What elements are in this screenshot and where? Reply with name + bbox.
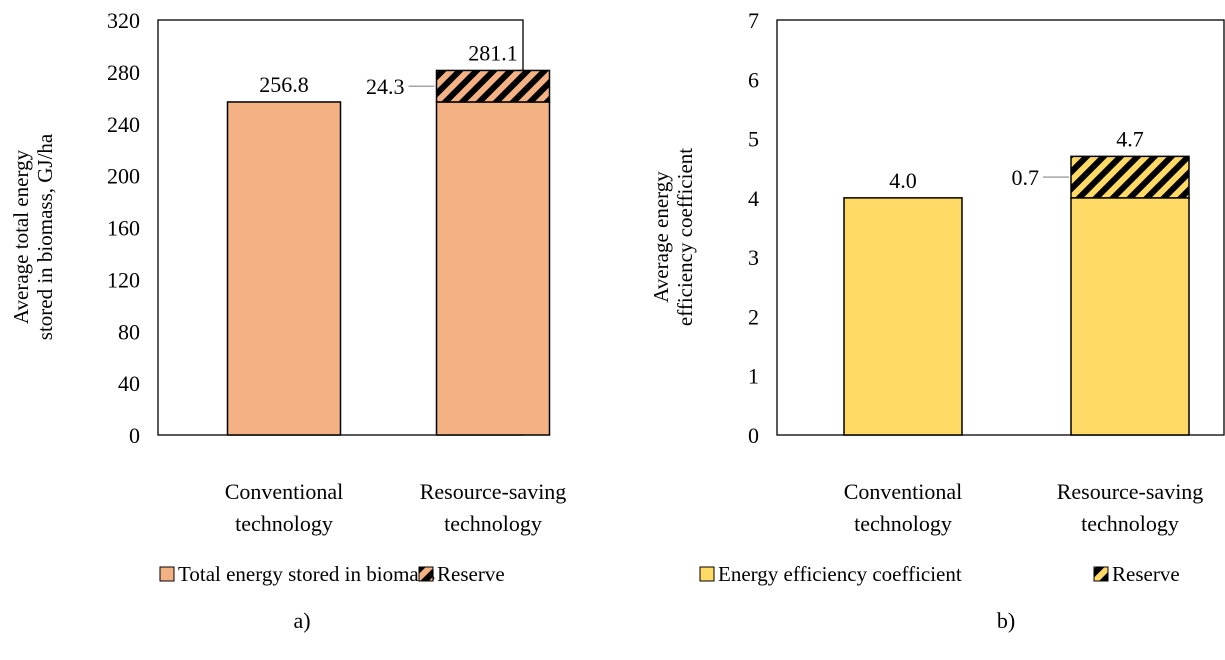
y-axis-title-line: stored in biomass, GJ/ha: [33, 133, 57, 340]
y-tick-label: 2: [748, 304, 759, 329]
y-tick-label: 0: [748, 423, 759, 448]
y-tick-label: 6: [748, 67, 759, 92]
x-category-label: Conventional: [844, 479, 963, 504]
y-tick-label: 3: [748, 245, 759, 270]
legend-swatch-1: [1093, 566, 1109, 582]
x-category-label: technology: [1081, 511, 1179, 536]
y-axis-title-line: Average energy: [649, 171, 673, 303]
panel-label: b): [997, 608, 1015, 633]
y-tick-label: 7: [748, 8, 759, 33]
x-category-label: technology: [444, 511, 542, 536]
y-tick-label: 1: [748, 364, 759, 389]
panel-label: a): [293, 608, 310, 633]
bar-base-0: [843, 197, 963, 436]
bar-reserve-1: [1070, 155, 1190, 199]
legend-label-1: Reserve: [437, 562, 505, 586]
y-tick-label: 80: [118, 319, 140, 344]
legend-swatch-1: [418, 566, 434, 582]
x-category-label: Resource-saving: [1057, 479, 1204, 504]
y-tick-label: 280: [107, 60, 140, 85]
x-category-label: Conventional: [225, 479, 344, 504]
total-value-label: 4.0: [889, 168, 917, 193]
y-tick-label: 120: [107, 267, 140, 292]
x-category-label: technology: [235, 511, 333, 536]
y-axis-title-line: efficiency coefficient: [673, 148, 697, 326]
legend-swatch-0: [699, 566, 715, 582]
y-tick-label: 5: [748, 127, 759, 152]
bar-base-1: [435, 101, 551, 436]
reserve-value-label: 24.3: [366, 74, 405, 99]
y-tick-label: 4: [748, 186, 759, 211]
bar-reserve-1: [435, 69, 551, 103]
total-value-label: 256.8: [259, 72, 309, 97]
y-tick-label: 0: [129, 423, 140, 448]
plot-area-frame-1: [776, 19, 1225, 436]
bar-base-1: [1070, 197, 1190, 436]
x-category-label: technology: [854, 511, 952, 536]
y-tick-label: 160: [107, 216, 140, 241]
legend-label-1: Reserve: [1112, 562, 1180, 586]
x-category-label: Resource-saving: [420, 479, 567, 504]
legend-label-0: Energy efficiency coefficient: [718, 562, 962, 586]
y-tick-label: 40: [118, 371, 140, 396]
y-tick-label: 240: [107, 112, 140, 137]
reserve-value-label: 0.7: [1012, 165, 1040, 190]
y-tick-label: 200: [107, 164, 140, 189]
total-value-label: 4.7: [1116, 126, 1144, 151]
legend-swatch-0: [159, 566, 175, 582]
y-tick-label: 320: [107, 8, 140, 33]
legend-label-0: Total energy stored in biomass: [178, 562, 435, 586]
bar-base-0: [226, 101, 342, 436]
total-value-label: 281.1: [468, 40, 518, 65]
y-axis-title-line: Average total energy: [9, 149, 33, 324]
